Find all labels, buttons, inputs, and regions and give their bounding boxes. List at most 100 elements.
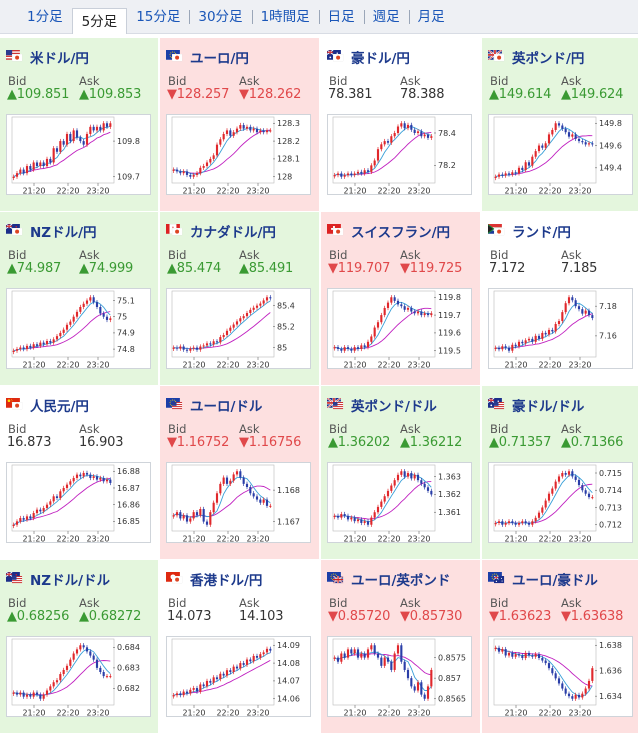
x-tick-label: 21:20	[343, 709, 366, 718]
pair-title[interactable]: ユーロ/英ポンド	[327, 569, 450, 589]
x-tick-label: 21:20	[504, 361, 527, 370]
rate-card[interactable]: 豪ドル/円 Bid Ask 78.381 78.388 78.4 78.2 21:2…	[321, 38, 480, 211]
rate-card[interactable]: 米ドル/円 Bid Ask ▲109.851 ▲109.853 109.8 109…	[0, 38, 158, 211]
candle	[537, 654, 541, 659]
pair-title[interactable]: ユーロ/円	[166, 47, 249, 67]
candle	[514, 523, 517, 525]
price-chart[interactable]: 149.8 149.6 149.4 21:20 22:20 23:20	[488, 114, 633, 196]
y-tick-label: 128.3	[277, 119, 300, 128]
candle	[547, 493, 551, 501]
pair-title[interactable]: カナダドル/円	[166, 221, 276, 241]
candle	[504, 346, 507, 348]
tab-2[interactable]: 5分足	[71, 7, 128, 34]
price-chart[interactable]: 1.638 1.636 1.634 21:20 22:20 23:20	[488, 636, 633, 718]
candle	[249, 659, 252, 662]
price-chart[interactable]: 16.88 16.87 16.86 16.85 21:20 22:20 23:20	[6, 462, 151, 544]
price-chart[interactable]: 0.8575 0.857 0.8565 21:20 22:20 23:20	[327, 636, 472, 718]
pair-flags	[6, 398, 28, 412]
price-chart[interactable]: 0.684 0.683 0.682 21:20 22:20 23:20	[6, 636, 151, 718]
jp-flag-icon	[12, 402, 23, 410]
pair-flags	[6, 224, 28, 238]
pair-title[interactable]: ユーロ/豪ドル	[488, 569, 598, 589]
pair-title[interactable]: ランド/円	[488, 221, 571, 241]
candle	[426, 686, 430, 699]
us-flag-icon	[494, 402, 505, 410]
rate-card[interactable]: ユーロ/豪ドル Bid Ask ▼1.63623 ▼1.63638 1.638 1…	[482, 560, 638, 733]
x-tick-label: 22:20	[538, 361, 561, 370]
price-chart[interactable]: 0.715 0.714 0.713 0.712 21:20 22:20 23:20	[488, 462, 633, 544]
ask-label: Ask	[79, 74, 100, 88]
candle	[39, 694, 42, 699]
bid-value: ▼128.257	[167, 87, 230, 102]
rate-card[interactable]: 豪ドル/ドル Bid Ask ▲0.71357 ▲0.71366 0.715 0.…	[482, 386, 638, 559]
candle	[416, 311, 420, 314]
candle	[363, 170, 366, 174]
pair-title[interactable]: ユーロ/ドル	[166, 395, 262, 415]
rate-card[interactable]: スイスフラン/円 Bid Ask ▼119.707 ▼119.725 119.8…	[321, 212, 480, 385]
rate-card[interactable]: ユーロ/円 Bid Ask ▼128.257 ▼128.262 128.3 128…	[160, 38, 319, 211]
price-chart[interactable]: 1.363 1.362 1.361 21:20 22:20 23:20	[327, 462, 472, 544]
pair-title[interactable]: NZドル/円	[6, 221, 97, 241]
rate-card[interactable]: 英ポンド/円 Bid Ask ▲149.614 ▲149.624 149.8 14…	[482, 38, 638, 211]
pair-title[interactable]: 英ポンド/ドル	[327, 395, 437, 415]
price-chart[interactable]: 128.3 128.2 128.1 128 21:20 22:20 23:20	[166, 114, 311, 196]
candle	[574, 694, 577, 699]
candle	[252, 655, 255, 662]
price-chart[interactable]: 78.4 78.2 21:20 22:20 23:20	[327, 114, 472, 196]
candle	[396, 126, 400, 133]
y-tick-label: 149.6	[599, 141, 622, 150]
tab-8[interactable]: 月足	[417, 8, 445, 25]
bid-label: Bid	[329, 74, 348, 88]
tab-6[interactable]: 日足	[319, 6, 365, 28]
candle	[109, 123, 112, 127]
tab-4[interactable]: 30分足	[189, 6, 253, 28]
y-tick-label: 128.1	[277, 155, 300, 164]
rate-card[interactable]: NZドル/円 Bid Ask ▲74.987 ▲74.999 75.1 75 74.…	[0, 212, 158, 385]
pair-title[interactable]: NZドル/ドル	[6, 569, 110, 589]
rate-card[interactable]: 香港ドル/円 Bid Ask 14.073 14.103 14.09 14.08 1…	[160, 560, 319, 733]
pair-title[interactable]: 英ポンド/円	[488, 47, 584, 67]
candle	[380, 657, 383, 666]
tab-1[interactable]: 1分足	[27, 8, 63, 25]
bid-label: Bid	[168, 74, 187, 88]
candle	[249, 309, 252, 313]
x-tick-label: 23:20	[568, 187, 591, 196]
price-chart[interactable]: 1.168 1.167 21:20 22:20 23:20	[166, 462, 311, 544]
price-chart[interactable]: 109.8 109.7 21:20 22:20 23:20	[6, 114, 151, 196]
bid-label: Bid	[329, 248, 348, 262]
rate-card[interactable]: ユーロ/ドル Bid Ask ▼1.16752 ▼1.16756 1.168 1.…	[160, 386, 319, 559]
price-chart[interactable]: 14.09 14.08 14.07 14.06 21:20 22:20 23:20	[166, 636, 311, 718]
ask-value: ▲149.624	[561, 87, 624, 102]
bid-label: Bid	[329, 596, 348, 610]
candle	[89, 126, 92, 134]
pair-title[interactable]: 米ドル/円	[6, 47, 89, 67]
rate-card[interactable]: 英ポンド/ドル Bid Ask ▲1.36202 ▲1.36212 1.363 1…	[321, 386, 480, 559]
candle	[75, 474, 79, 478]
rate-card[interactable]: ユーロ/英ポンド Bid Ask ▼0.85720 ▼0.85730 0.857…	[321, 560, 480, 733]
pair-title[interactable]: 豪ドル/ドル	[488, 395, 584, 415]
price-chart[interactable]: 119.8 119.7 119.6 119.5 21:20 22:20 23:20	[327, 288, 472, 370]
rate-card[interactable]: カナダドル/円 Bid Ask ▲85.474 ▲85.491 85.4 85.2…	[160, 212, 319, 385]
candle	[376, 322, 380, 328]
rate-card[interactable]: ランド/円 Bid Ask 7.172 7.185 7.18 7.16 21:20 2…	[482, 212, 638, 385]
candle	[541, 658, 544, 661]
tab-7[interactable]: 週足	[364, 6, 410, 28]
candle	[430, 490, 433, 495]
tab-5[interactable]: 1時間足	[252, 6, 320, 28]
pair-title[interactable]: 豪ドル/円	[327, 47, 410, 67]
price-chart[interactable]: 85.4 85.2 85 21:20 22:20 23:20	[166, 288, 311, 370]
candle	[72, 316, 75, 322]
candle	[239, 471, 242, 478]
rate-card[interactable]: NZドル/ドル Bid Ask ▲0.68256 ▲0.68272 0.684 0…	[0, 560, 158, 733]
candle	[179, 171, 182, 174]
rate-card[interactable]: 人民元/円 Bid Ask 16.873 16.903 16.88 16.87 16…	[0, 386, 158, 559]
candle	[85, 472, 89, 475]
price-chart[interactable]: 75.1 75 74.9 74.8 21:20 22:20 23:20	[6, 288, 151, 370]
ask-label: Ask	[400, 422, 421, 436]
price-chart[interactable]: 7.18 7.16 21:20 22:20 23:20	[488, 288, 633, 370]
pair-title[interactable]: スイスフラン/円	[327, 221, 450, 241]
pair-title[interactable]: 香港ドル/円	[166, 569, 262, 589]
tab-3[interactable]: 15分足	[127, 6, 191, 28]
candle	[55, 148, 59, 152]
pair-title[interactable]: 人民元/円	[6, 395, 89, 415]
